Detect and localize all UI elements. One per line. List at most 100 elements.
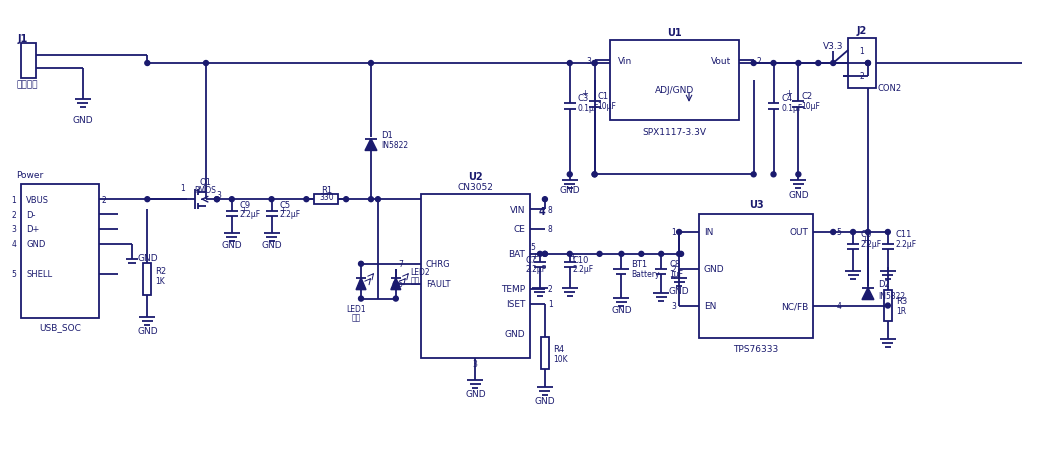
- Text: C6: C6: [861, 230, 873, 239]
- Text: GND: GND: [704, 265, 724, 274]
- Circle shape: [885, 303, 891, 308]
- Text: J1: J1: [17, 34, 28, 44]
- Text: CHRG: CHRG: [426, 260, 450, 269]
- Text: FAULT: FAULT: [426, 280, 450, 289]
- Text: LED2: LED2: [411, 268, 430, 277]
- Text: CE: CE: [514, 225, 525, 234]
- Text: Power: Power: [16, 170, 43, 179]
- Text: +: +: [280, 205, 286, 214]
- Circle shape: [796, 173, 801, 178]
- Text: 绿色: 绿色: [352, 312, 361, 321]
- Bar: [143, 263, 151, 295]
- Text: 2: 2: [102, 195, 106, 204]
- Text: C1: C1: [597, 92, 609, 101]
- Circle shape: [592, 173, 597, 178]
- Text: 2.2μF: 2.2μF: [896, 240, 917, 249]
- Text: GND: GND: [559, 185, 580, 194]
- Circle shape: [542, 197, 548, 202]
- Circle shape: [376, 197, 380, 202]
- Circle shape: [203, 62, 209, 67]
- Circle shape: [230, 197, 234, 202]
- Circle shape: [796, 62, 801, 67]
- Text: IN5822: IN5822: [878, 291, 905, 301]
- Circle shape: [538, 252, 542, 257]
- Circle shape: [751, 62, 756, 67]
- Text: C11: C11: [896, 230, 912, 239]
- Text: 2: 2: [548, 285, 553, 293]
- Text: C3: C3: [578, 94, 589, 103]
- Text: 5: 5: [531, 243, 536, 252]
- Circle shape: [865, 62, 870, 67]
- Text: BAT: BAT: [508, 250, 525, 259]
- Circle shape: [304, 197, 309, 202]
- Text: BT1: BT1: [631, 260, 647, 269]
- Text: +: +: [581, 89, 588, 98]
- Text: SPX1117-3.3V: SPX1117-3.3V: [642, 128, 706, 137]
- Circle shape: [359, 262, 363, 267]
- Text: CN3052: CN3052: [457, 182, 493, 191]
- Text: R3: R3: [896, 297, 907, 305]
- Circle shape: [359, 297, 363, 302]
- Text: 1μF: 1μF: [669, 269, 683, 279]
- Text: +: +: [532, 252, 538, 261]
- Circle shape: [393, 281, 398, 286]
- Circle shape: [568, 62, 572, 67]
- Circle shape: [751, 173, 756, 178]
- Circle shape: [639, 252, 644, 257]
- Circle shape: [830, 230, 836, 235]
- Text: C4: C4: [782, 94, 792, 103]
- Text: 6: 6: [398, 280, 402, 289]
- Text: 1: 1: [12, 195, 16, 204]
- Text: GND: GND: [221, 241, 243, 250]
- Text: IN: IN: [704, 228, 714, 237]
- Circle shape: [343, 197, 348, 202]
- Text: +: +: [239, 205, 247, 214]
- Circle shape: [885, 230, 891, 235]
- Text: 2: 2: [12, 210, 16, 219]
- Text: 8: 8: [548, 205, 553, 214]
- Text: 4: 4: [837, 302, 841, 310]
- Circle shape: [659, 252, 664, 257]
- Text: +: +: [785, 89, 792, 98]
- Polygon shape: [391, 278, 400, 290]
- Circle shape: [393, 297, 398, 302]
- Text: 10μF: 10μF: [802, 102, 821, 111]
- Text: TEMP: TEMP: [501, 285, 525, 293]
- Circle shape: [815, 62, 821, 67]
- Text: U1: U1: [667, 28, 681, 38]
- Text: CON2: CON2: [878, 84, 902, 93]
- Text: GND: GND: [262, 241, 282, 250]
- Text: 5: 5: [837, 228, 841, 237]
- Text: GND: GND: [26, 240, 46, 249]
- Circle shape: [542, 252, 548, 257]
- Text: D-: D-: [26, 210, 36, 219]
- Text: 2.2μF: 2.2μF: [573, 265, 594, 274]
- Circle shape: [677, 230, 682, 235]
- Circle shape: [865, 230, 870, 235]
- Circle shape: [269, 197, 274, 202]
- Text: VBUS: VBUS: [26, 195, 49, 204]
- Circle shape: [679, 252, 683, 257]
- Text: 1: 1: [671, 228, 676, 237]
- Text: C2: C2: [802, 92, 812, 101]
- Text: Q1: Q1: [199, 177, 211, 186]
- Text: V3.3: V3.3: [823, 41, 843, 50]
- Text: R2: R2: [156, 267, 166, 276]
- Text: 2.2μF: 2.2μF: [525, 265, 546, 274]
- Text: EN: EN: [704, 302, 716, 310]
- Text: 1: 1: [860, 46, 864, 56]
- Bar: [610, 41, 739, 120]
- Text: GND: GND: [611, 305, 632, 314]
- Text: 3: 3: [12, 225, 16, 234]
- Circle shape: [830, 62, 836, 67]
- Text: 0.1μF: 0.1μF: [782, 104, 803, 113]
- Text: 3: 3: [216, 190, 221, 199]
- Text: 10μF: 10μF: [597, 102, 616, 111]
- Circle shape: [592, 62, 597, 67]
- Text: Vin: Vin: [617, 56, 632, 65]
- Text: D1: D1: [381, 131, 393, 140]
- Text: D2: D2: [878, 280, 890, 289]
- Text: U2: U2: [468, 172, 483, 182]
- Text: VIN: VIN: [509, 205, 525, 214]
- Bar: [699, 215, 813, 339]
